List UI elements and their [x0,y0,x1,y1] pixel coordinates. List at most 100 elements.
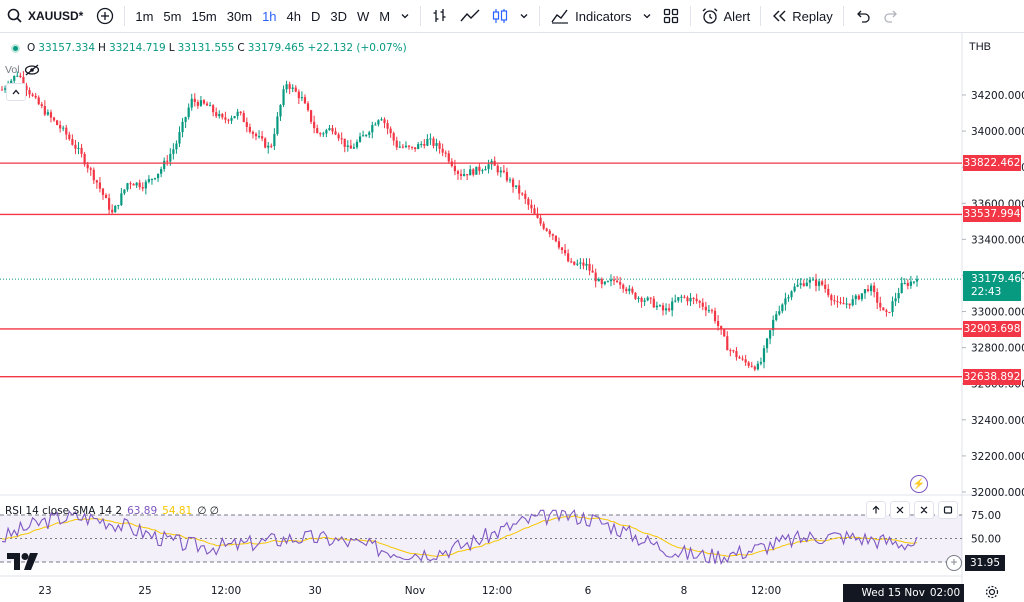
candle-up [765,338,769,349]
candle-down [196,102,199,106]
candle-down [337,134,340,139]
gear-icon[interactable] [985,585,999,599]
candle-up [282,89,285,105]
rsi-legend[interactable]: RSI 14 close SMA 14 2 63.89 54.81 ∅ ∅ [5,505,219,517]
candle-down [410,146,414,148]
candle-up [172,149,175,154]
interval-30m[interactable]: 30m [226,8,253,24]
level-price-tag: 33822.462 [963,155,1021,172]
collapse-legend-button[interactable] [6,83,26,101]
interval-4h[interactable]: 4h [286,8,301,24]
candle-up [346,145,349,147]
candle-down [386,123,389,129]
alert-label: Alert [723,8,751,24]
candles-style-button[interactable] [486,3,514,29]
interval-3d[interactable]: 3D [330,8,348,24]
interval-m[interactable]: M [379,8,391,24]
price-chart[interactable]: 34200.00034000.00033800.00033600.0003340… [0,33,1024,602]
candle-down [111,209,114,213]
chart-type-dropdown[interactable] [514,3,534,29]
candle-down [383,119,386,124]
candle-down [661,305,665,311]
candle-down [248,126,251,132]
candle-up [894,298,897,302]
move-pane-up-button[interactable] [866,501,886,519]
candle-down [65,127,68,135]
interval-5m[interactable]: 5m [163,8,182,24]
candle-up [784,298,787,305]
grid-icon [663,8,678,24]
level-price-tag: 32638.892 [963,368,1021,385]
collapse-pane-button[interactable] [914,501,934,519]
candle-up [707,310,711,312]
lightning-icon[interactable]: ⚡ [910,475,928,493]
candle-down [518,185,521,194]
chevron-down-icon [643,14,650,19]
candle-down [294,87,297,92]
replay-button[interactable]: Replay [766,3,837,29]
candle-down [873,285,876,293]
currency-unit[interactable]: THB [969,41,991,53]
candle-down [19,75,22,78]
templates-button[interactable] [657,3,685,29]
alert-button[interactable]: Alert [696,3,756,29]
candle-up [435,143,438,146]
price-tick-label: 34200.000 [971,90,1024,102]
candle-down [432,138,435,146]
redo-button[interactable] [877,3,905,29]
candle-down [536,213,539,218]
candle-down [521,193,524,195]
candle-down [716,321,720,326]
undo-button[interactable] [849,3,877,29]
candle-up [671,301,674,311]
candle-down [349,145,352,149]
interval-1h[interactable]: 1h [262,8,277,24]
indicators-button[interactable]: Indicators [545,3,636,29]
interval-1m[interactable]: 1m [135,8,154,24]
candle-up [429,138,432,140]
top-toolbar: XAUUSD* 1m 5m 15m 30m 1h 4h D 3D W M Ind… [0,0,1024,33]
candle-down [392,133,395,141]
candle-down [221,114,224,118]
candle-down [616,280,619,283]
candle-down [857,295,860,300]
interval-dropdown[interactable] [395,3,415,29]
candle-up [808,279,811,283]
bars-style-button[interactable] [426,3,454,29]
divider [760,6,762,26]
compare-symbol-button[interactable] [91,3,119,29]
close-pane-button[interactable] [890,501,910,519]
candle-down [270,145,273,147]
candle-down [750,365,753,367]
symbol-search[interactable]: XAUUSD* [0,0,91,33]
candle-down [89,168,92,170]
last-price-tag: 33179.465 22:43 [963,271,1024,301]
candle-down [472,169,475,175]
candle-down [631,288,634,293]
interval-w[interactable]: W [357,8,370,24]
interval-d[interactable]: D [311,8,321,24]
interval-15m[interactable]: 15m [191,8,217,24]
candle-down [505,171,509,181]
line-style-button[interactable] [454,3,486,29]
candle-up [117,205,120,207]
candle-down [414,147,417,150]
rsi-scale-label: 75.00 [971,510,1001,522]
candle-up [156,173,160,179]
candle-up [362,135,365,137]
low-key: L [168,42,175,54]
candle-down [824,284,827,289]
candle-up [187,107,190,118]
chevron-down-icon [401,14,409,19]
candle-down [563,250,567,254]
maximize-pane-button[interactable] [938,501,958,519]
add-alert-plus-button[interactable]: + [946,555,962,571]
candle-up [508,179,512,181]
candle-down [444,152,447,154]
eye-hidden-icon[interactable] [24,64,40,76]
indicators-dropdown[interactable] [637,3,657,29]
candle-up [811,279,815,281]
candle-up [499,170,502,173]
candle-down [55,120,59,125]
candle-down [527,198,530,205]
